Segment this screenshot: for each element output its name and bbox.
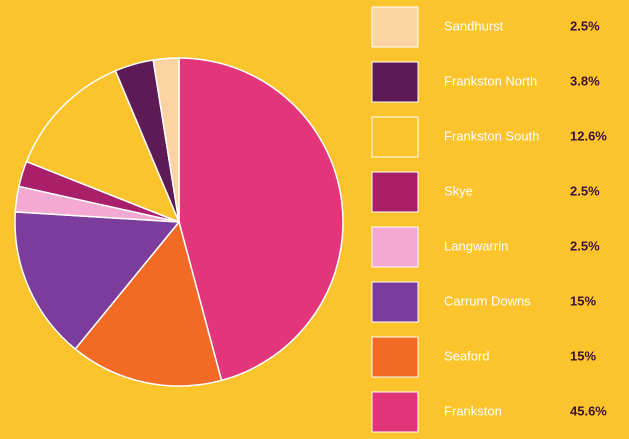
legend-swatch [371, 391, 419, 433]
legend-label: Frankston [444, 403, 502, 418]
pie-slice [25, 69, 181, 224]
value-label: 3.8% [570, 73, 600, 88]
legend-swatch [371, 61, 419, 103]
legend-label: Frankston North [444, 73, 537, 88]
pie-slice [74, 220, 223, 387]
legend-label: Langwarrin [444, 238, 508, 253]
value-label: 2.5% [570, 238, 600, 253]
value-label: 12.6% [570, 128, 607, 143]
value-label: 45.6% [570, 403, 607, 418]
pie-slice [152, 57, 180, 223]
legend-label: Carrum Downs [444, 293, 531, 308]
legend-label: Seaford [444, 348, 490, 363]
value-label: 2.5% [570, 18, 600, 33]
pie-slice [14, 211, 181, 351]
value-label: 15% [570, 293, 596, 308]
legend-swatch [371, 336, 419, 378]
legend-label: Skye [444, 183, 473, 198]
legend-swatch [371, 116, 419, 158]
legend-swatch [371, 171, 419, 213]
pie-slice [178, 57, 344, 382]
value-label: 15% [570, 348, 596, 363]
legend-swatch [371, 6, 419, 48]
value-label: 2.5% [570, 183, 600, 198]
legend-label: Sandhurst [444, 18, 504, 33]
legend-swatch [371, 281, 419, 323]
legend-swatch [371, 226, 419, 268]
legend-label: Frankston South [444, 128, 539, 143]
